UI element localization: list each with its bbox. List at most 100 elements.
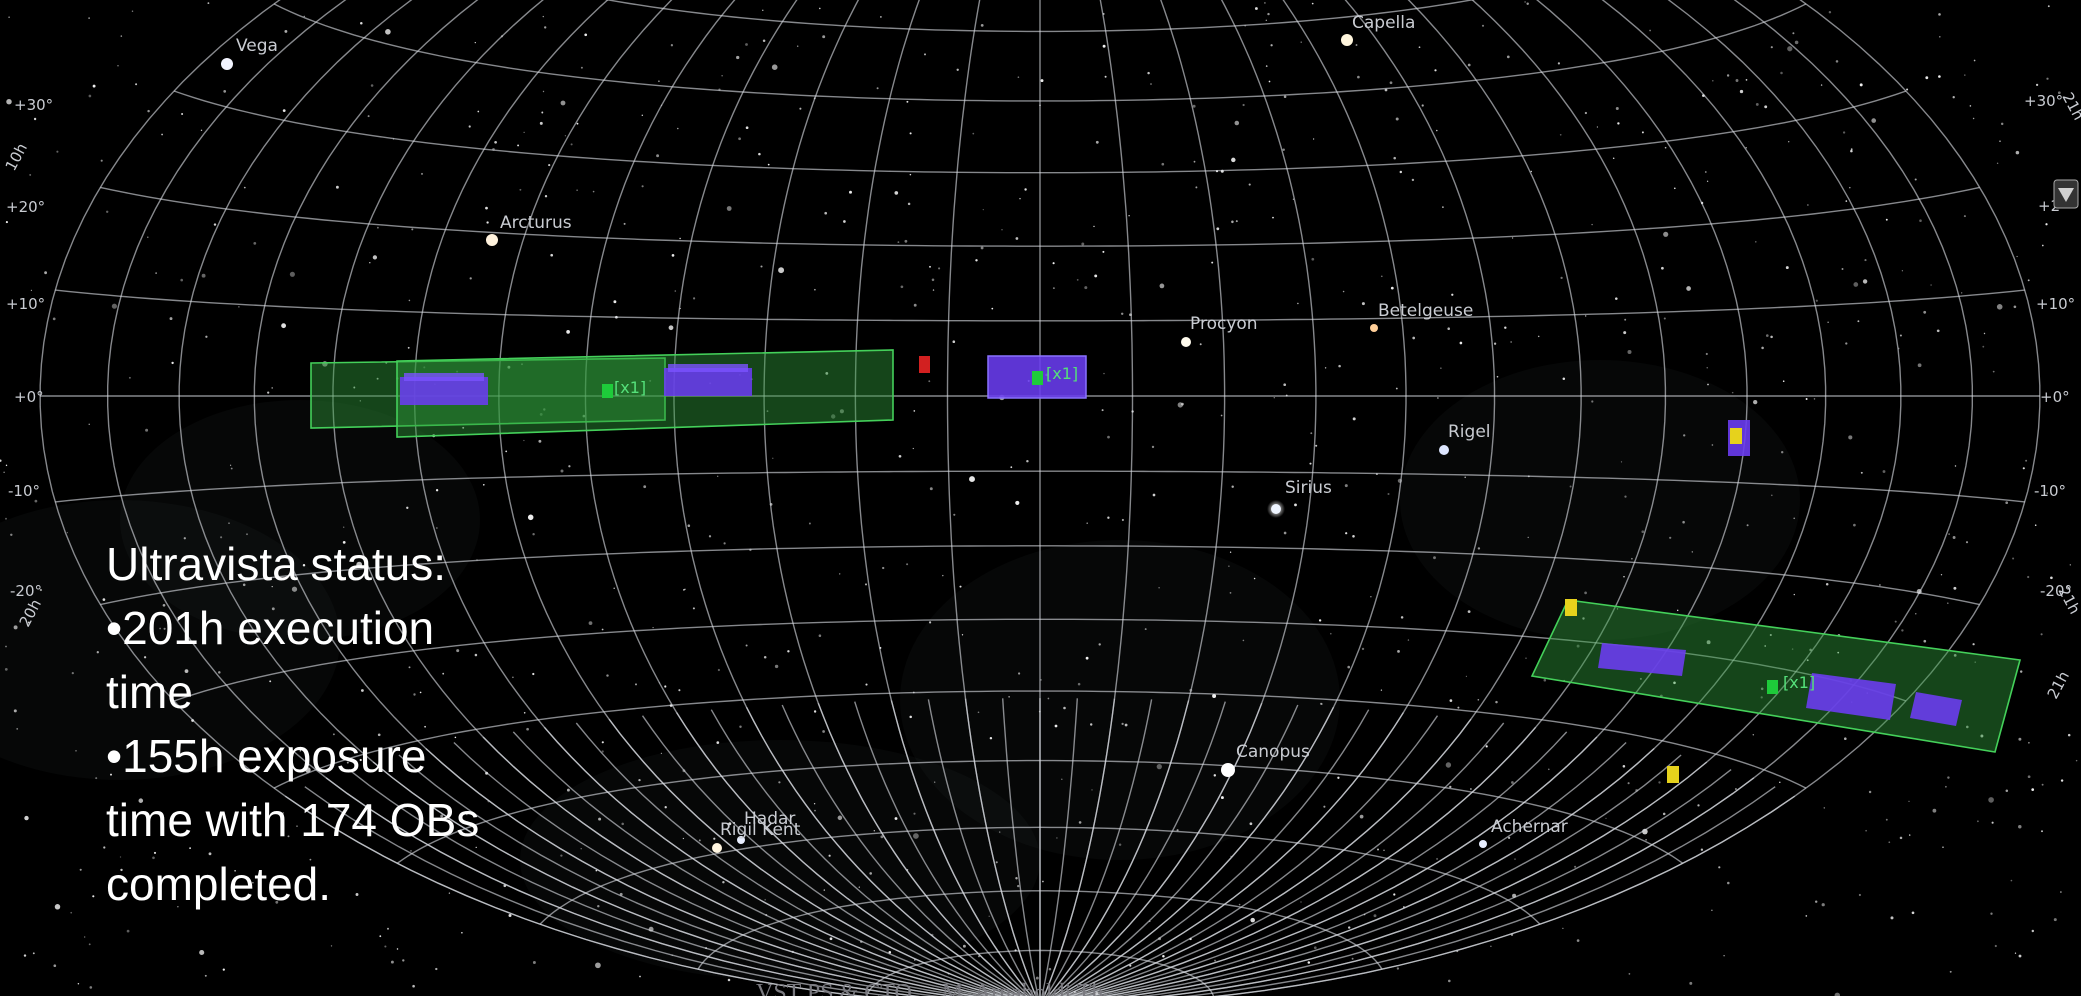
- survey-field-strip-right[interactable]: [1530, 599, 2022, 753]
- star: [1387, 492, 1390, 496]
- star: [1562, 377, 1566, 380]
- marker-green[interactable]: [1032, 371, 1043, 385]
- expand-icon[interactable]: [2053, 179, 2079, 209]
- star: [1399, 170, 1403, 174]
- star: [408, 299, 411, 302]
- star: [813, 710, 817, 713]
- star: [1445, 762, 1452, 768]
- star: [1089, 723, 1093, 726]
- star: [1026, 459, 1029, 463]
- star: [1421, 104, 1424, 107]
- star: [897, 241, 900, 244]
- star: [1780, 71, 1783, 75]
- star: [913, 303, 917, 307]
- star: [169, 317, 173, 321]
- marker-yellow[interactable]: [1667, 766, 1679, 783]
- star: [831, 414, 836, 419]
- star: [959, 585, 962, 588]
- star: [771, 64, 778, 71]
- star: [27, 621, 30, 624]
- star: [924, 53, 926, 56]
- star: [201, 273, 206, 278]
- star: [1823, 807, 1826, 809]
- star: [1805, 915, 1808, 917]
- star: [1300, 901, 1302, 903]
- star: [246, 533, 248, 536]
- star: [1530, 170, 1533, 173]
- star: [913, 410, 916, 412]
- star: [1988, 797, 1994, 803]
- star: [1442, 206, 1444, 208]
- star: [1631, 557, 1633, 560]
- star: [778, 267, 785, 274]
- star: [95, 777, 98, 780]
- star: [760, 265, 763, 268]
- grid-line: [55, 289, 2025, 322]
- pointing-block[interactable]: [1910, 692, 1962, 726]
- pointing-block[interactable]: [1598, 643, 1686, 676]
- star: [601, 750, 604, 753]
- star: [1591, 400, 1594, 403]
- marker-red[interactable]: [919, 356, 930, 373]
- star: [1017, 884, 1020, 888]
- star: [932, 289, 935, 291]
- star: [1664, 146, 1667, 149]
- star: [435, 489, 439, 492]
- star: [282, 109, 286, 112]
- star: [2050, 576, 2053, 580]
- star: [1584, 591, 1587, 595]
- star: [929, 621, 932, 624]
- star: [1128, 215, 1130, 217]
- star: [163, 627, 166, 630]
- pointing-block[interactable]: [1806, 673, 1896, 720]
- star: [121, 700, 124, 702]
- star: [1282, 148, 1285, 151]
- star: [1615, 107, 1619, 110]
- star: [913, 833, 919, 839]
- star: [1623, 331, 1627, 335]
- star: [1351, 957, 1354, 960]
- dec-label-right: +10°: [2036, 295, 2075, 313]
- star: [145, 428, 149, 432]
- star: [523, 712, 526, 714]
- star: [2016, 255, 2018, 258]
- star: [1711, 909, 1713, 911]
- star: [1765, 334, 1769, 337]
- pointing-block[interactable]: [664, 364, 752, 396]
- star: [1052, 262, 1055, 265]
- star: [275, 900, 279, 904]
- star: [1216, 227, 1220, 231]
- star: [1864, 259, 1867, 262]
- pointing-block[interactable]: [400, 373, 488, 405]
- star: [419, 691, 422, 694]
- star-label-canopus: Canopus: [1236, 742, 1310, 762]
- star: [1882, 470, 1886, 473]
- grid-line: [398, 754, 969, 996]
- marker-green[interactable]: [602, 384, 613, 398]
- star: [1357, 75, 1360, 79]
- star: [2027, 775, 2031, 779]
- star: [1447, 327, 1450, 330]
- star: [1850, 149, 1853, 153]
- star: [171, 361, 174, 365]
- star: [1868, 790, 1872, 794]
- star: [1842, 131, 1846, 134]
- star: [1919, 219, 1922, 222]
- star: [767, 163, 770, 166]
- star: [1853, 282, 1859, 287]
- star: [1490, 945, 1492, 948]
- marker-yellow[interactable]: [1565, 599, 1577, 616]
- star: [679, 237, 681, 240]
- star: [1231, 220, 1234, 224]
- star: [975, 259, 978, 262]
- star: [1481, 24, 1485, 27]
- survey-field-strip-center[interactable]: [396, 349, 894, 438]
- marker-yellow[interactable]: [1730, 428, 1742, 444]
- star: [1162, 955, 1165, 958]
- star: [1669, 536, 1672, 539]
- star: [1560, 276, 1563, 280]
- marker-green[interactable]: [1767, 680, 1778, 694]
- star: [1548, 768, 1550, 771]
- grid-line: [512, 731, 999, 996]
